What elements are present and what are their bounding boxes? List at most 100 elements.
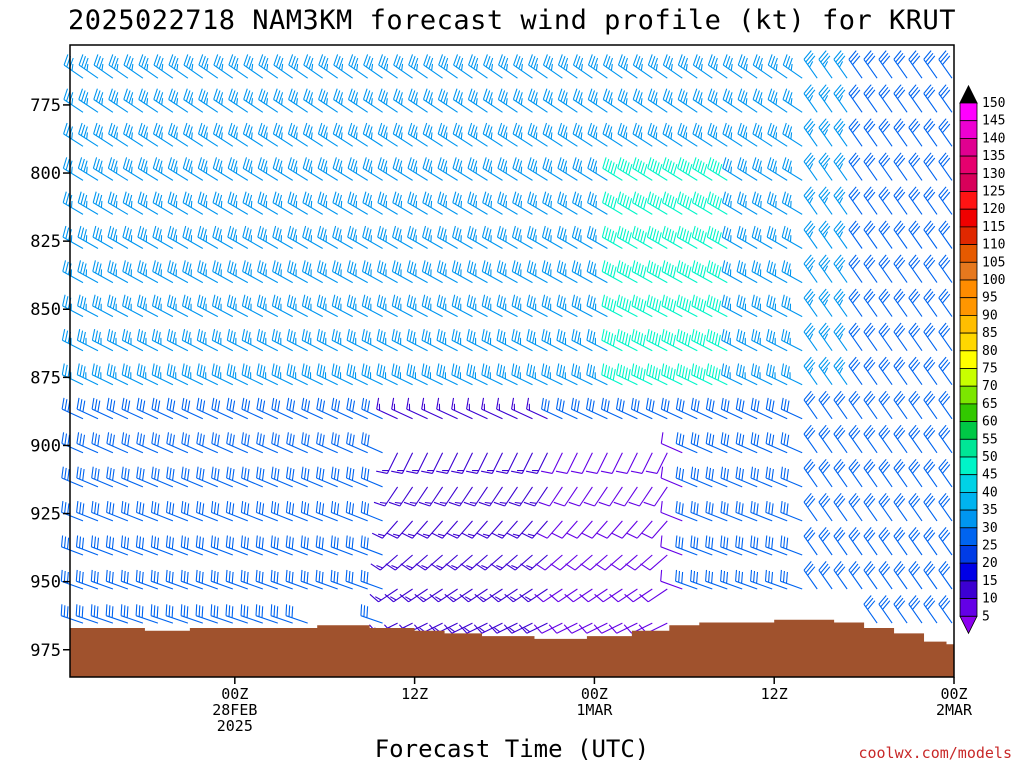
wind-barb — [451, 452, 473, 474]
wind-barb — [345, 466, 368, 488]
wind-barb — [318, 54, 339, 79]
wind-barb — [923, 458, 938, 488]
wind-barb — [735, 569, 758, 590]
wind-barb — [878, 84, 893, 113]
wind-barb — [692, 54, 713, 79]
wind-barb — [818, 458, 833, 488]
wind-barb — [586, 363, 608, 386]
wind-barb — [167, 122, 189, 147]
wind-barb — [893, 356, 908, 386]
wind-barb — [587, 122, 608, 147]
wind-barb — [180, 604, 203, 624]
wind-barb — [818, 561, 833, 590]
wind-barb — [647, 157, 668, 181]
wind-barb — [371, 520, 399, 539]
wind-barb — [285, 466, 308, 488]
wind-barb — [460, 554, 488, 571]
wind-barb — [878, 492, 893, 522]
colorbar-segment — [959, 244, 978, 263]
colorbar-tick-label: 60 — [982, 415, 998, 430]
wind-barb — [452, 225, 473, 249]
wind-barb — [893, 492, 908, 522]
wind-barb — [138, 88, 159, 113]
wind-barb — [451, 294, 473, 318]
wind-barb — [803, 356, 818, 386]
colorbar-segment — [959, 297, 978, 316]
wind-barb — [511, 294, 533, 318]
wind-barb — [392, 122, 413, 147]
wind-barb — [362, 88, 383, 113]
wind-barb — [165, 535, 189, 556]
wind-barb — [625, 554, 653, 571]
wind-barb — [528, 54, 548, 79]
wind-barb — [429, 588, 458, 603]
wind-barb — [153, 88, 174, 113]
wind-barb — [833, 152, 848, 181]
wind-barb — [751, 328, 773, 352]
wind-barb — [521, 520, 548, 539]
wind-barb — [803, 84, 818, 113]
colorbar-tick-label: 150 — [982, 96, 1005, 111]
wind-barb — [481, 328, 503, 352]
wind-barb — [315, 535, 338, 556]
colorbar-segment — [959, 155, 978, 175]
wind-barb — [347, 88, 369, 113]
colorbar-bottom-arrow — [959, 615, 978, 635]
colorbar-segment — [959, 562, 978, 582]
wind-barb — [601, 363, 623, 386]
wind-barb — [416, 520, 444, 539]
wind-barb — [60, 535, 84, 556]
wind-barb — [893, 390, 908, 420]
colorbar-tick-label: 135 — [982, 149, 1005, 164]
colorbar-tick-label: 90 — [982, 308, 998, 323]
wind-barb — [437, 88, 458, 113]
wind-barb — [152, 122, 174, 147]
wind-barb — [167, 157, 189, 181]
wind-barb — [331, 294, 353, 318]
wind-barb — [361, 432, 383, 454]
wind-barb — [452, 191, 473, 215]
wind-barb — [692, 157, 713, 181]
wind-barb — [626, 520, 653, 539]
wind-barb — [286, 294, 308, 318]
colorbar-tick-label: 45 — [982, 468, 998, 483]
wind-barb — [198, 54, 219, 79]
wind-barb — [596, 520, 623, 539]
colorbar-segment — [959, 509, 978, 529]
wind-barb — [833, 118, 848, 147]
wind-barb — [316, 397, 338, 420]
wind-barb — [722, 54, 743, 79]
wind-barb — [272, 122, 293, 147]
wind-barb — [923, 118, 938, 147]
wind-barb — [631, 294, 653, 318]
wind-barb — [513, 54, 533, 79]
wind-barb — [333, 88, 354, 113]
wind-barb — [833, 288, 848, 317]
wind-barb — [61, 328, 84, 352]
wind-barb — [766, 225, 788, 249]
wind-barb — [106, 501, 129, 522]
wind-barb — [630, 452, 653, 474]
wind-barb — [580, 554, 608, 571]
wind-barb — [466, 260, 488, 284]
wind-barb — [78, 88, 99, 113]
wind-barb — [490, 554, 518, 571]
wind-barb — [721, 328, 743, 352]
wind-barb — [661, 363, 683, 386]
wind-barb — [481, 363, 503, 386]
wind-barb — [181, 466, 204, 488]
wind-barb — [803, 322, 818, 352]
wind-barb — [138, 54, 159, 79]
wind-barb — [301, 294, 323, 318]
wind-barb — [63, 88, 84, 113]
wind-barb — [76, 397, 99, 420]
wind-barb — [570, 397, 593, 420]
wind-barb — [123, 88, 144, 113]
wind-barb — [272, 157, 293, 181]
wind-barb — [347, 122, 368, 147]
wind-barb — [923, 390, 938, 420]
wind-barb — [241, 363, 264, 386]
wind-barb — [751, 225, 773, 249]
wind-barb — [400, 554, 428, 571]
wind-barb — [496, 328, 518, 352]
